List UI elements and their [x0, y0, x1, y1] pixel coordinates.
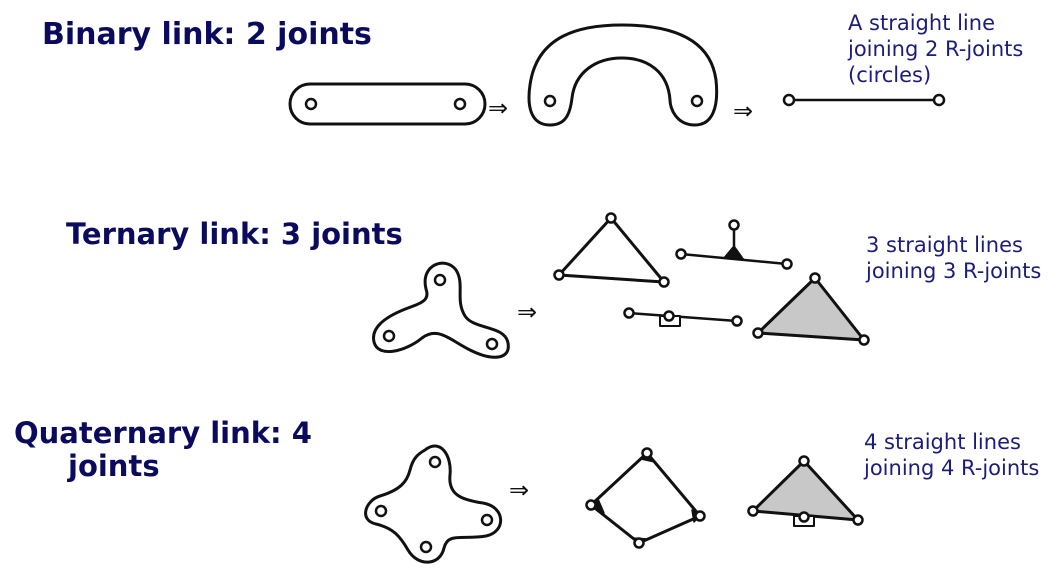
quaternary-filled-triangle — [747, 455, 864, 527]
quaternary-note-line-1: 4 straight lines — [864, 430, 1021, 454]
quaternary-blob-link — [364, 444, 503, 564]
binary-note-line-1: A straight line — [848, 11, 995, 35]
quaternary-link-note: 4 straight lines joining 4 R-joints — [864, 429, 1039, 481]
quaternary-heading-line-1: Quaternary link: 4 — [14, 416, 312, 450]
binary-arrow-2: ⇒ — [733, 97, 754, 125]
binary-line-abstraction — [782, 93, 946, 107]
binary-link-heading: Binary link: 2 joints — [42, 17, 372, 52]
quaternary-link-heading: Quaternary link: 4 joints — [14, 417, 312, 483]
ternary-arrow: ⇒ — [517, 298, 538, 326]
binary-bar-link — [288, 82, 487, 126]
quaternary-quadrilateral — [585, 447, 706, 549]
ternary-blob-link — [372, 261, 510, 359]
binary-note-line-2: joining 2 R-joints — [848, 37, 1024, 61]
ternary-t-bar — [675, 219, 793, 270]
ternary-link-note: 3 straight lines joining 3 R-joints — [866, 232, 1041, 284]
binary-note-line-3: (circles) — [848, 63, 932, 87]
ternary-note-line-2: joining 3 R-joints — [866, 259, 1042, 283]
binary-curved-link — [527, 23, 719, 127]
binary-arrow-1: ⇒ — [488, 94, 509, 122]
ternary-link-heading: Ternary link: 3 joints — [66, 217, 403, 251]
ternary-filled-triangle — [752, 272, 870, 346]
ternary-note-line-1: 3 straight lines — [866, 233, 1023, 257]
ternary-straight-bar — [623, 307, 743, 327]
quaternary-arrow: ⇒ — [509, 476, 530, 504]
binary-link-note: A straight line joining 2 R-joints (circ… — [848, 10, 1023, 88]
quaternary-note-line-2: joining 4 R-joints — [864, 456, 1040, 480]
quaternary-heading-line-2: joints — [68, 449, 160, 483]
ternary-open-triangle — [553, 212, 670, 288]
